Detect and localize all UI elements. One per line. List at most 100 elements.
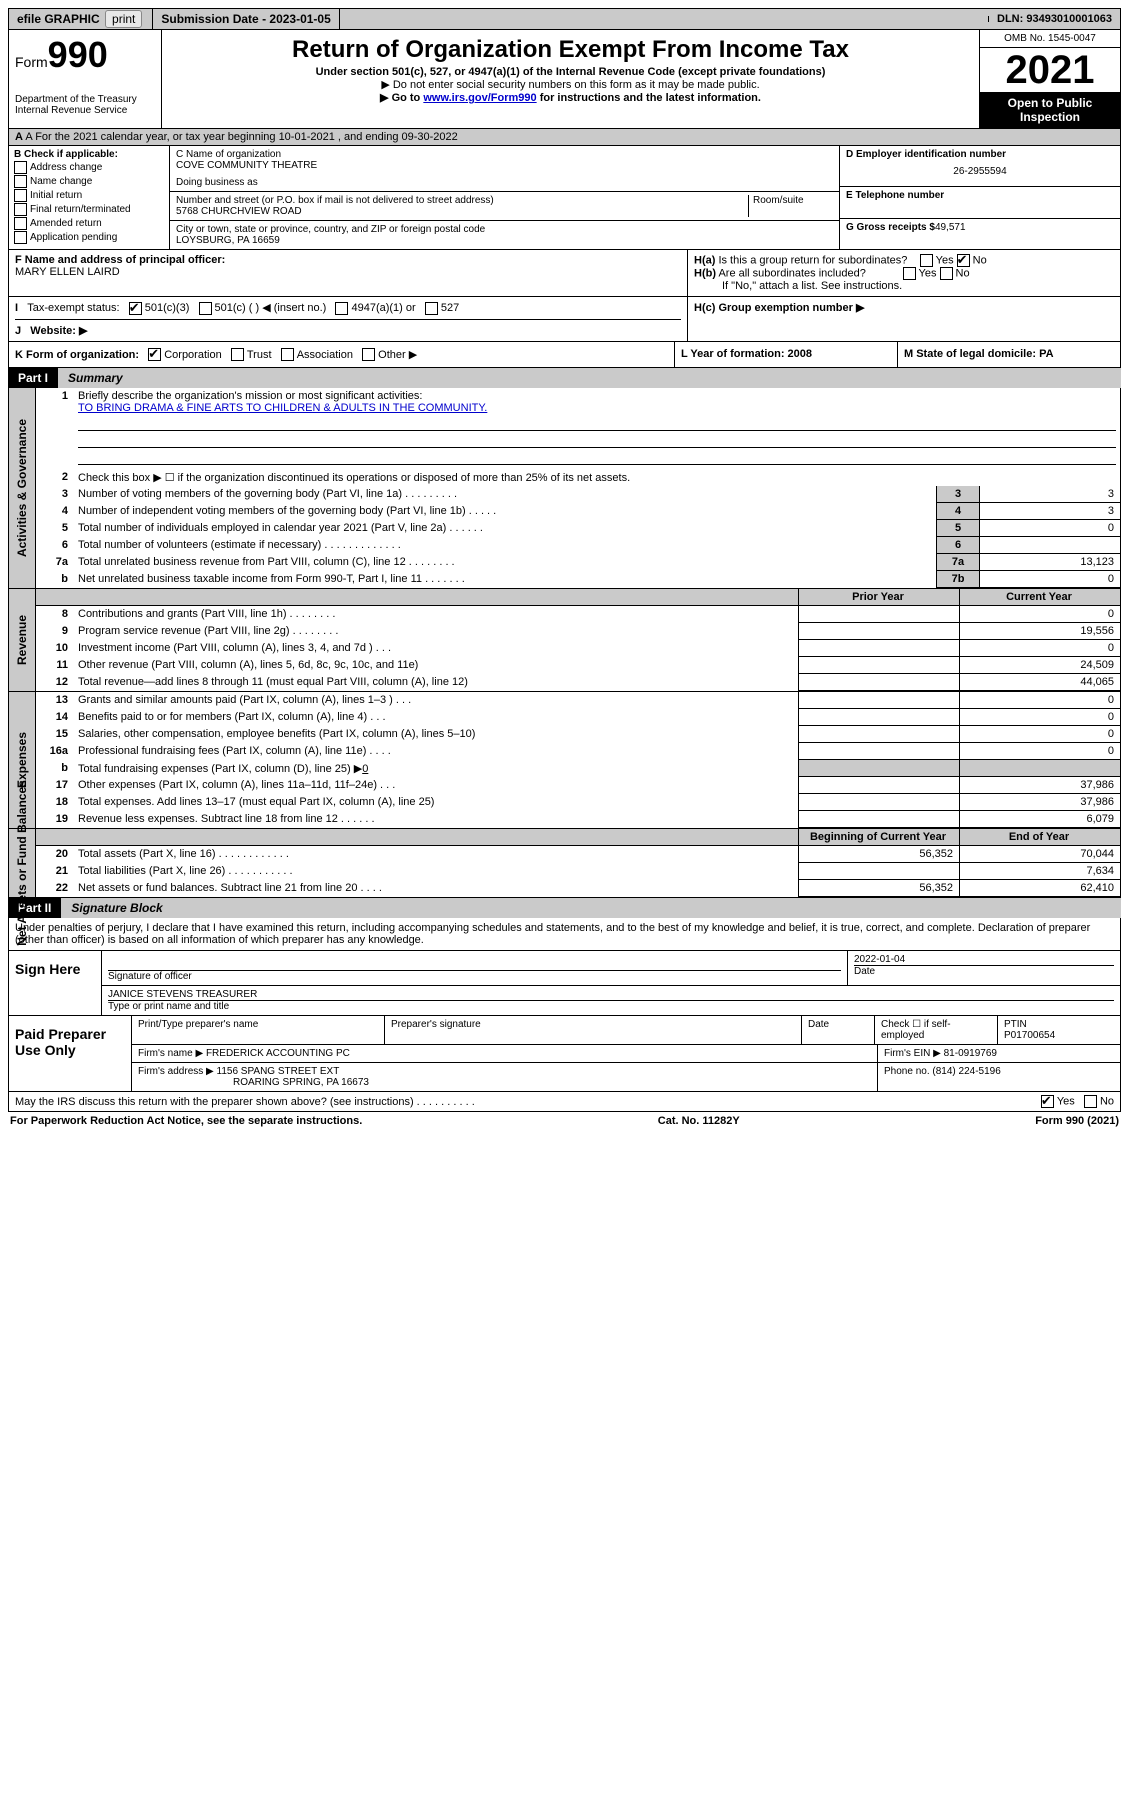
hdr-current-year: Current Year [960, 589, 1121, 606]
line7b-val: 0 [980, 571, 1121, 588]
paid-preparer-block: Paid Preparer Use Only Print/Type prepar… [8, 1016, 1121, 1092]
line11-curr: 24,509 [960, 657, 1121, 674]
org-name-label: C Name of organization [176, 149, 833, 160]
officer-name: MARY ELLEN LAIRD [15, 266, 120, 278]
net-assets-table: Beginning of Current YearEnd of Year 20T… [36, 829, 1120, 897]
part1-header: Part I Summary [8, 368, 1121, 388]
line20-desc: Total assets (Part X, line 16) . . . . .… [74, 846, 799, 863]
line13-curr: 0 [960, 692, 1121, 709]
chk-initial-return[interactable]: Initial return [14, 189, 164, 202]
chk-address-change[interactable]: Address change [14, 161, 164, 174]
line9-curr: 19,556 [960, 623, 1121, 640]
prep-date-label: Date [802, 1016, 875, 1044]
line7b-desc: Net unrelated business taxable income fr… [74, 571, 937, 588]
tax-exempt-status: I Tax-exempt status: 501(c)(3) 501(c) ( … [9, 297, 687, 341]
line14-desc: Benefits paid to or for members (Part IX… [74, 709, 799, 726]
gross-label: G Gross receipts $ [846, 222, 935, 233]
page-footer: For Paperwork Reduction Act Notice, see … [8, 1112, 1121, 1130]
room-suite-label: Room/suite [748, 195, 833, 217]
address-cell: Number and street (or P.O. box if mail i… [170, 192, 839, 221]
prep-name-label: Print/Type preparer's name [132, 1016, 385, 1044]
form-note1: ▶ Do not enter social security numbers o… [170, 78, 971, 91]
line15-desc: Salaries, other compensation, employee b… [74, 726, 799, 743]
cat-no: Cat. No. 11282Y [658, 1115, 740, 1127]
line6-desc: Total number of volunteers (estimate if … [74, 537, 937, 554]
section-expenses: Expenses 13Grants and similar amounts pa… [8, 692, 1121, 829]
sign-here-label: Sign Here [9, 951, 101, 1015]
line7a-val: 13,123 [980, 554, 1121, 571]
line7a-desc: Total unrelated business revenue from Pa… [74, 554, 937, 571]
expenses-table: 13Grants and similar amounts paid (Part … [36, 692, 1120, 828]
line18-desc: Total expenses. Add lines 13–17 (must eq… [74, 794, 799, 811]
line1-label: Briefly describe the organization's miss… [78, 390, 422, 402]
name-title-label: Type or print name and title [108, 1000, 1114, 1012]
hdr-beginning: Beginning of Current Year [799, 829, 960, 846]
discuss-text: May the IRS discuss this return with the… [15, 1096, 1041, 1108]
ptin-value: P01700654 [1004, 1030, 1055, 1041]
form-note2: ▶ Go to www.irs.gov/Form990 for instruct… [170, 91, 971, 104]
instructions-link[interactable]: www.irs.gov/Form990 [423, 92, 536, 104]
line15-curr: 0 [960, 726, 1121, 743]
ptin-label: PTIN [1004, 1019, 1027, 1030]
city-cell: City or town, state or province, country… [170, 221, 839, 249]
header-right: OMB No. 1545-0047 2021 Open to Public In… [979, 30, 1120, 128]
firm-addr-label: Firm's address ▶ [138, 1066, 214, 1077]
firm-name-value: FREDERICK ACCOUNTING PC [206, 1048, 350, 1059]
hdr-prior-year: Prior Year [799, 589, 960, 606]
topbar: efile GRAPHIC print Submission Date - 20… [8, 8, 1121, 30]
officer-name-title: JANICE STEVENS TREASURER [108, 989, 1114, 1000]
mission-text[interactable]: TO BRING DRAMA & FINE ARTS TO CHILDREN &… [78, 402, 487, 414]
firm-addr2: ROARING SPRING, PA 16673 [138, 1077, 369, 1088]
phone-label: E Telephone number [846, 190, 944, 201]
section-governance: Activities & Governance 1 Briefly descri… [8, 388, 1121, 589]
print-button[interactable]: print [105, 10, 142, 28]
line21-desc: Total liabilities (Part X, line 26) . . … [74, 863, 799, 880]
line5-val: 0 [980, 520, 1121, 537]
section-b-heading: B Check if applicable: [14, 149, 118, 160]
chk-amended-return[interactable]: Amended return [14, 217, 164, 230]
section-de: D Employer identification number 26-2955… [839, 146, 1120, 249]
chk-final-return[interactable]: Final return/terminated [14, 203, 164, 216]
sign-here-block: Sign Here Signature of officer 2022-01-0… [8, 951, 1121, 1016]
line9-desc: Program service revenue (Part VIII, line… [74, 623, 799, 640]
line10-desc: Investment income (Part VIII, column (A)… [74, 640, 799, 657]
sig-date-value: 2022-01-04 [854, 954, 1114, 965]
address-value: 5768 CHURCHVIEW ROAD [176, 206, 748, 217]
section-revenue: Revenue Prior YearCurrent Year 8Contribu… [8, 589, 1121, 692]
tax-year: 2021 [980, 48, 1120, 92]
ein-label: D Employer identification number [846, 149, 1006, 160]
form-title: Return of Organization Exempt From Incom… [170, 36, 971, 64]
sig-date-label: Date [854, 965, 1114, 977]
line4-val: 3 [980, 503, 1121, 520]
group-exemption: H(c) Group exemption number ▶ [687, 297, 1120, 341]
address-label: Number and street (or P.O. box if mail i… [176, 195, 748, 206]
ein-value: 26-2955594 [846, 160, 1114, 183]
form-subtitle: Under section 501(c), 527, or 4947(a)(1)… [170, 66, 971, 78]
part2-header: Part II Signature Block [8, 898, 1121, 918]
phone-cell: E Telephone number [840, 187, 1120, 219]
line19-curr: 6,079 [960, 811, 1121, 828]
firm-ein-label: Firm's EIN ▶ [884, 1048, 941, 1059]
chk-application-pending[interactable]: Application pending [14, 231, 164, 244]
prep-sig-label: Preparer's signature [385, 1016, 802, 1044]
city-value: LOYSBURG, PA 16659 [176, 235, 833, 246]
line3-desc: Number of voting members of the governin… [74, 486, 937, 503]
revenue-table: Prior YearCurrent Year 8Contributions an… [36, 589, 1120, 691]
line20-end: 70,044 [960, 846, 1121, 863]
firm-phone-value: (814) 224-5196 [932, 1066, 1000, 1077]
line8-curr: 0 [960, 606, 1121, 623]
line18-curr: 37,986 [960, 794, 1121, 811]
gross-receipts-cell: G Gross receipts $49,571 [840, 219, 1120, 236]
line12-desc: Total revenue—add lines 8 through 11 (mu… [74, 674, 799, 691]
discuss-yes: Yes [1057, 1096, 1075, 1108]
chk-name-change[interactable]: Name change [14, 175, 164, 188]
line8-desc: Contributions and grants (Part VIII, lin… [74, 606, 799, 623]
firm-phone-label: Phone no. [884, 1066, 930, 1077]
line16b-desc: Total fundraising expenses (Part IX, col… [74, 760, 799, 777]
dept-irs: Internal Revenue Service [15, 105, 155, 116]
line22-begin: 56,352 [799, 880, 960, 897]
hdr-end: End of Year [960, 829, 1121, 846]
line3-val: 3 [980, 486, 1121, 503]
pra-notice: For Paperwork Reduction Act Notice, see … [10, 1115, 362, 1127]
line21-end: 7,634 [960, 863, 1121, 880]
